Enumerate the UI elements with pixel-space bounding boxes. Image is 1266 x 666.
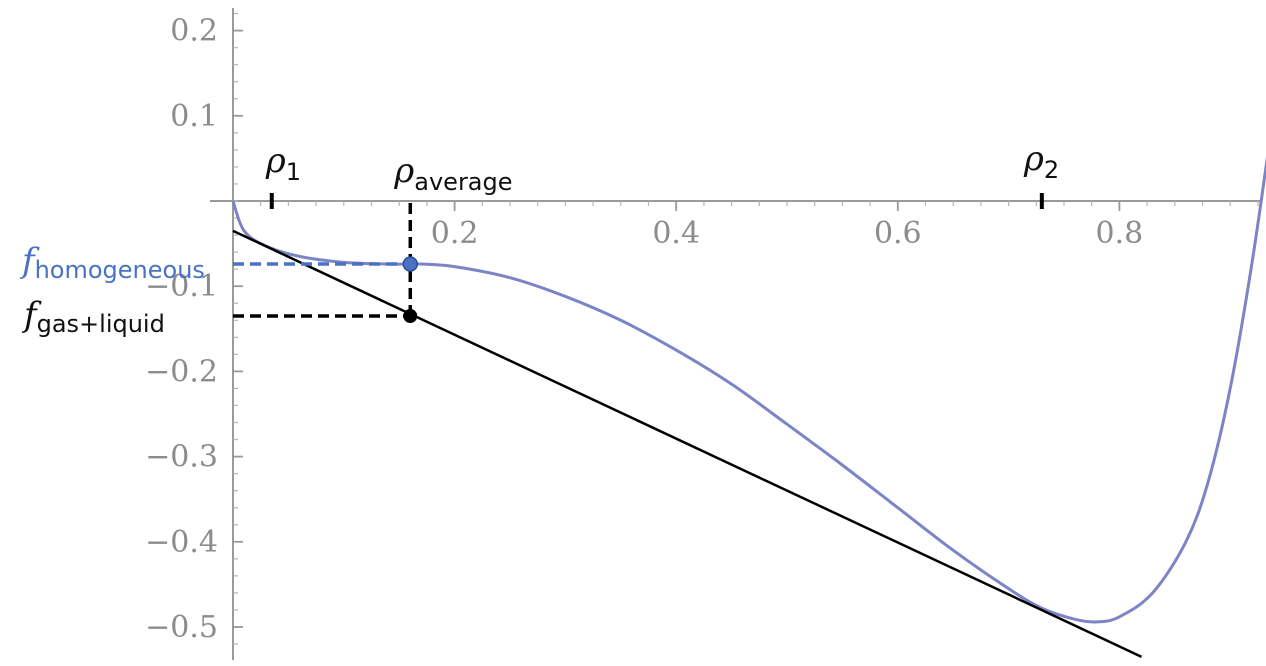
- y-tick-label: −0.2: [145, 354, 218, 389]
- y-tick-label: 0.1: [170, 99, 218, 134]
- rho-average-label: ρaverage: [393, 151, 512, 196]
- y-tick-label: −0.3: [145, 440, 218, 475]
- x-tick-label: 0.4: [652, 216, 700, 251]
- rho2-label: ρ2: [1023, 139, 1059, 184]
- x-tick-label: 0.2: [431, 216, 479, 251]
- x-tick-group: [453, 201, 1121, 211]
- y-tick-group: [233, 29, 243, 628]
- y-tick-label: −0.5: [145, 610, 218, 645]
- rho1-label: ρ1: [265, 141, 301, 186]
- common-tangent-line: [232, 229, 1143, 658]
- x-tick-label: 0.6: [874, 216, 922, 251]
- f-gas-liquid-label: fgas+liquid: [21, 295, 165, 338]
- minor-ticks: [233, 12, 1259, 645]
- axes: [210, 8, 1262, 660]
- y-tick-label: 0.2: [170, 14, 218, 49]
- free-energy-curve: [231, 156, 1266, 624]
- y-tick-label: −0.4: [145, 525, 218, 560]
- x-tick-label: 0.8: [1096, 216, 1144, 251]
- homogeneous-point: [402, 256, 419, 272]
- gas-liquid-point: [403, 309, 418, 324]
- f-homogeneous-label: fhomogeneous: [19, 241, 205, 284]
- y-tick-label: −0.1: [145, 269, 218, 304]
